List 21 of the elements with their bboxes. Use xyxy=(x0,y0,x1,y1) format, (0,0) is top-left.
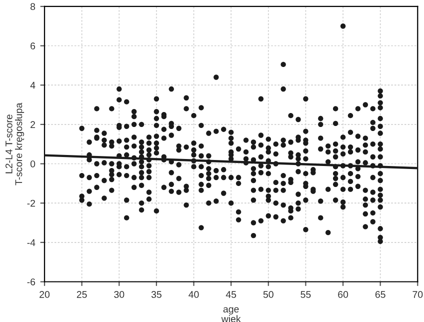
y-axis-title: L2-L4 T-score T-score kręgosłupa xyxy=(5,102,24,186)
x-tick-label: 25 xyxy=(76,291,87,298)
y-tick-label: -2 xyxy=(27,200,36,207)
x-tick-label: 20 xyxy=(40,291,50,298)
y-tick-label: 2 xyxy=(30,121,36,128)
x-tick-label: 30 xyxy=(114,291,124,298)
y-tick-label: 0 xyxy=(30,160,36,168)
y-tick-label: 4 xyxy=(30,82,36,89)
x-tick-label: 35 xyxy=(151,291,162,298)
y-tick-label: -6 xyxy=(27,278,36,286)
y-tick-label: 6 xyxy=(30,42,36,50)
x-tick-label: 65 xyxy=(375,291,386,298)
x-axis-title: age wiek xyxy=(221,307,241,322)
x-tick-label: 40 xyxy=(188,291,199,298)
x-tick-label: 55 xyxy=(300,291,311,298)
y-tick-label: -4 xyxy=(27,239,36,246)
x-tick-label: 70 xyxy=(412,291,423,298)
x-tick-label: 60 xyxy=(338,291,348,298)
y-tick-label: 8 xyxy=(30,3,36,10)
x-tick-label: 50 xyxy=(263,291,274,298)
x-tick-label: 45 xyxy=(226,291,236,298)
